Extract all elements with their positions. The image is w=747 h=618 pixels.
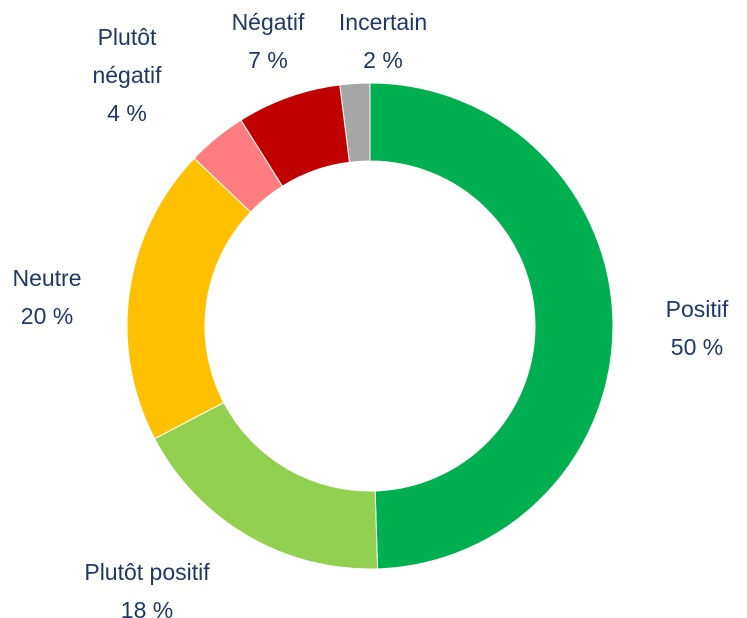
donut-slice — [154, 401, 379, 570]
donut-slice — [369, 82, 614, 570]
slice-label: Positif 50 % — [666, 290, 729, 366]
value-label: 7 % — [248, 47, 288, 73]
category-label: Neutre — [12, 265, 82, 291]
category-label: Positif — [665, 296, 729, 322]
value-label: 50 % — [670, 334, 724, 360]
value-label: 18 % — [120, 597, 174, 618]
value-label: 2 % — [363, 47, 403, 73]
slice-label: Neutre 20 % — [12, 259, 81, 335]
category-label: Plutôt négatif — [92, 24, 162, 88]
slice-label: Plutôt positif 18 % — [84, 553, 209, 618]
slice-label: Plutôt négatif 4 % — [82, 18, 172, 132]
slice-label: Incertain 2 % — [339, 3, 427, 79]
slice-label: Négatif 7 % — [232, 3, 305, 79]
donut-slice — [339, 82, 371, 163]
category-label: Plutôt positif — [84, 559, 210, 585]
category-label: Incertain — [338, 9, 428, 35]
donut-slice — [126, 157, 252, 440]
value-label: 4 % — [107, 100, 147, 126]
category-label: Négatif — [231, 9, 305, 35]
value-label: 20 % — [20, 303, 74, 329]
